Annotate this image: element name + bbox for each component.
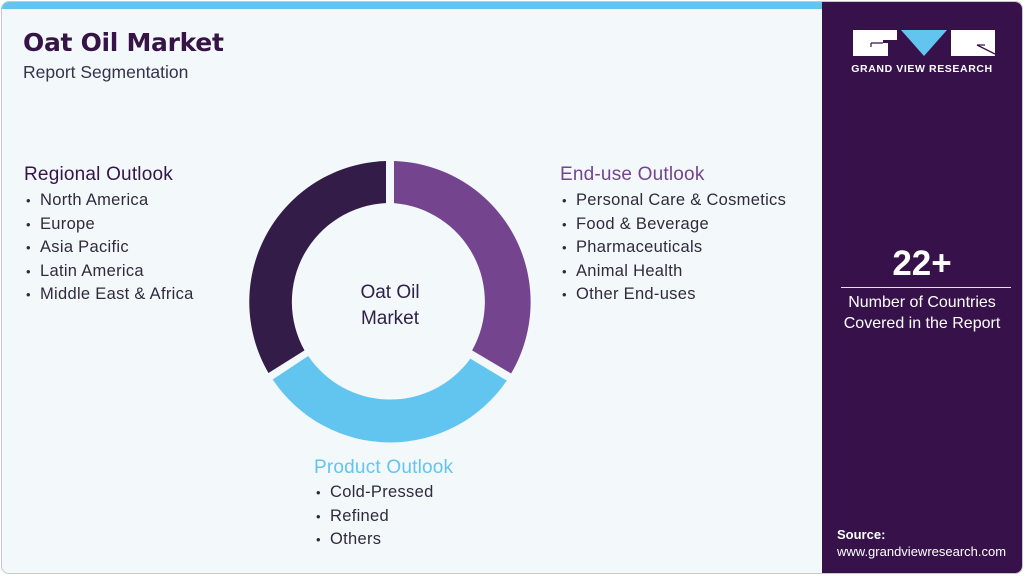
countries-count: 22+ — [892, 244, 952, 283]
page-subtitle: Report Segmentation — [23, 62, 189, 82]
brand-name: GRAND VIEW RESEARCH — [851, 63, 993, 75]
donut-segment-end-use — [394, 161, 531, 374]
list-item: • Cold-Pressed — [316, 481, 434, 505]
page-title: Oat Oil Market — [23, 28, 224, 57]
regional-outlook-heading: Regional Outlook — [24, 164, 173, 185]
list-item: • Other End-uses — [562, 283, 786, 307]
countries-label: Number of Countries Covered in the Repor… — [843, 294, 1001, 332]
bullet-icon: • — [26, 193, 31, 208]
list-item: • Refined — [316, 505, 434, 529]
bullet-icon: • — [562, 216, 567, 232]
segmentation-donut-chart — [249, 161, 531, 443]
bullet-icon: • — [26, 216, 31, 232]
end-use-outlook-list: • Personal Care & Cosmetics • Food & Bever… — [562, 189, 786, 307]
gvr-logo-icon — [853, 30, 995, 56]
bullet-icon: • — [26, 287, 31, 303]
end-use-outlook-heading: End-use Outlook — [560, 164, 705, 185]
sidebar-panel: GRAND VIEW RESEARCH 22+ Number of Countr… — [822, 2, 1022, 573]
stat-divider — [841, 287, 1011, 288]
bullet-icon: • — [562, 193, 567, 208]
list-item: • Middle East & Africa — [26, 283, 194, 307]
donut-center-label: Oat Oil Market — [360, 282, 420, 329]
product-outlook-heading: Product Outlook — [314, 457, 454, 478]
list-item: • Asia Pacific — [26, 236, 194, 260]
donut-segment-regional — [249, 161, 386, 373]
bullet-icon: • — [26, 263, 31, 279]
bullet-icon: • — [26, 240, 31, 256]
donut-segment-product — [272, 356, 507, 443]
list-item: • Food & Beverage — [562, 213, 786, 237]
regional-outlook-list: • North America • Europe • Asia Pacific • La… — [26, 189, 194, 307]
list-item: • Pharmaceuticals — [562, 236, 786, 260]
bullet-icon: • — [316, 508, 321, 524]
bullet-icon: • — [316, 485, 321, 500]
list-item: • Europe — [26, 213, 194, 237]
bullet-icon: • — [562, 287, 567, 303]
source-label: Source: — [837, 527, 886, 542]
list-item: • Personal Care & Cosmetics — [562, 189, 786, 213]
bullet-icon: • — [562, 240, 567, 256]
list-item: • Latin America — [26, 260, 194, 284]
top-accent-bar — [2, 2, 824, 9]
list-item: • Animal Health — [562, 260, 786, 284]
list-item: • Others — [316, 528, 434, 552]
bullet-icon: • — [316, 532, 321, 548]
list-item: • North America — [26, 189, 194, 213]
source-url: www.grandviewresearch.com — [837, 544, 1007, 559]
bullet-icon: • — [562, 263, 567, 279]
product-outlook-list: • Cold-Pressed • Refined • Others — [316, 481, 434, 552]
